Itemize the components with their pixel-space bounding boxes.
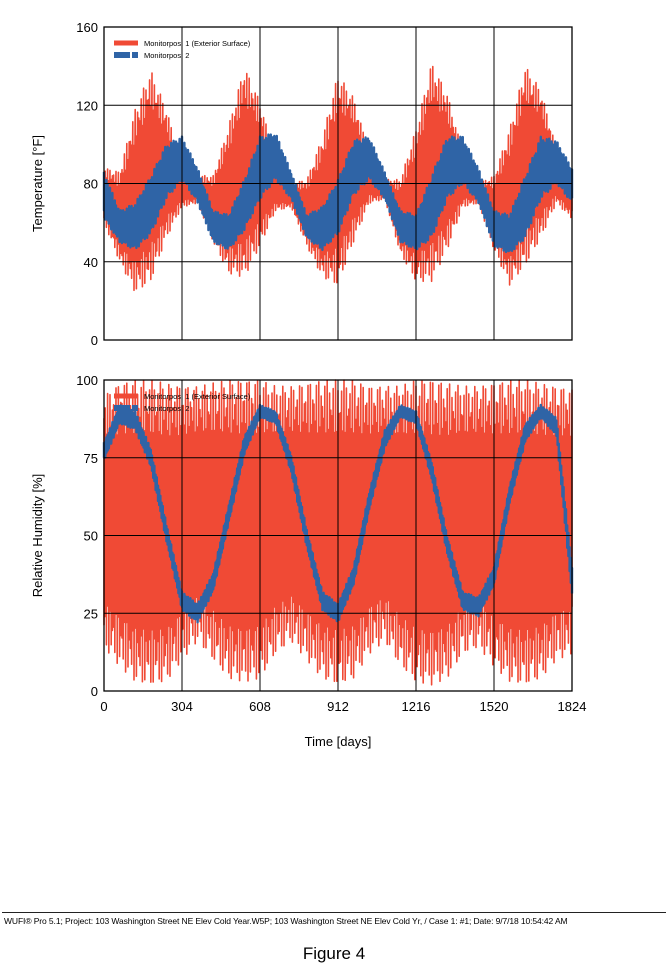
- x-axis-label: Time [days]: [305, 734, 372, 749]
- x-tick-label: 1520: [480, 699, 509, 714]
- legend-label-2: Monitorpos. 2: [144, 404, 189, 413]
- y-tick-label: 0: [91, 684, 98, 699]
- legend-label-1: Monitorpos. 1 (Exterior Surface): [144, 39, 251, 48]
- y-tick-label: 25: [84, 606, 98, 621]
- chart-panel-1: 0 40 80 120 160 Temperature [°F] Monitorpos. 1…: [30, 20, 574, 348]
- y-tick-label: 120: [76, 98, 98, 113]
- charts-svg: 0 40 80 120 160 Temperature [°F] Monitorpos. 1…: [30, 20, 586, 749]
- y-axis-label: Relative Humidity [%]: [30, 474, 45, 598]
- y-tick-label: 100: [76, 373, 98, 388]
- legend: Monitorpos. 1 (Exterior Surface) Monitorp…: [114, 392, 251, 413]
- x-tick-label: 304: [171, 699, 193, 714]
- plot-frame: [103, 379, 573, 692]
- x-tick-label: 0: [100, 699, 107, 714]
- y-tick-label: 0: [91, 333, 98, 348]
- y-tick-label: 40: [84, 255, 98, 270]
- chart-panel-2: 0 25 50 75 100 0 304 608 912 1216 1520 1824 Relative…: [30, 373, 586, 749]
- legend-label-2: Monitorpos. 2: [144, 51, 189, 60]
- legend: Monitorpos. 1 (Exterior Surface) Monitorp…: [114, 39, 251, 60]
- legend-label-1: Monitorpos. 1 (Exterior Surface): [144, 392, 251, 401]
- y-tick-label: 50: [84, 529, 98, 544]
- y-tick-label: 160: [76, 20, 98, 35]
- footer-text: WUFI® Pro 5.1; Project: 103 Washington S…: [4, 916, 568, 926]
- plot-frame: [103, 26, 573, 341]
- y-tick-label: 75: [84, 451, 98, 466]
- x-tick-label: 1824: [558, 699, 587, 714]
- x-tick-label: 912: [327, 699, 349, 714]
- figure-caption: Figure 4: [302, 944, 366, 963]
- x-tick-label: 608: [249, 699, 271, 714]
- y-tick-label: 80: [84, 177, 98, 192]
- x-tick-label: 1216: [402, 699, 431, 714]
- y-axis-label: Temperature [°F]: [30, 135, 45, 232]
- footer-divider: [2, 912, 666, 913]
